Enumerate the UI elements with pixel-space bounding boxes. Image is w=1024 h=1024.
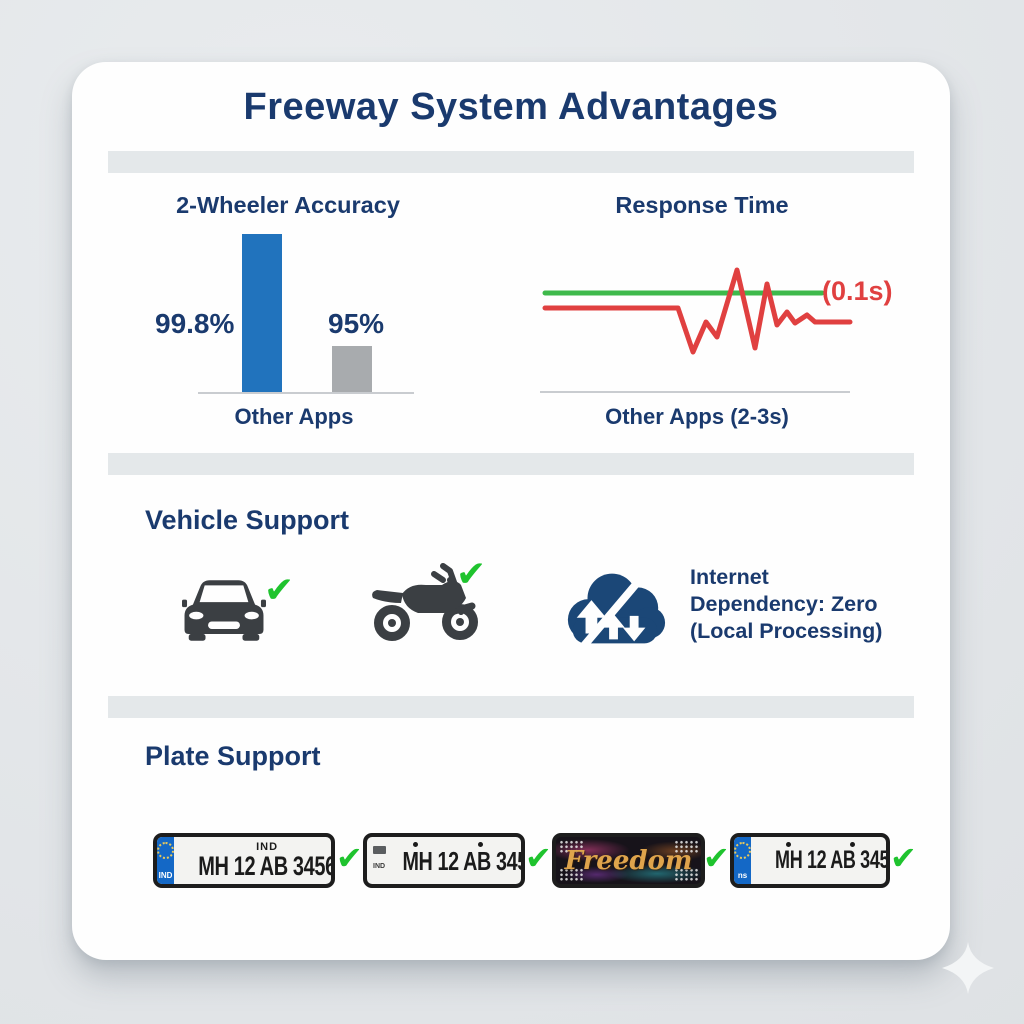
response-axis-line: [540, 391, 850, 393]
accuracy-value-others: 95%: [328, 308, 385, 339]
slash-icon: [578, 566, 652, 652]
eu-stars-icon: [157, 842, 174, 859]
accuracy-chart-title: 2-Wheeler Accuracy: [176, 192, 400, 218]
license-plate-decorative: Freedom: [552, 833, 705, 888]
corner-lace: [674, 840, 698, 853]
plate-check-icon-4: ✔: [890, 840, 917, 876]
plate-top-label: IND: [256, 840, 279, 853]
plate-check-icon-1: ✔: [336, 840, 363, 876]
screw-dot: [413, 842, 419, 847]
note-line-2: Dependency: Zero: [690, 592, 878, 616]
screw-dot: [785, 842, 791, 847]
plate-support-heading: Plate Support: [145, 741, 321, 771]
note-line-3: (Local Processing): [690, 619, 883, 643]
section-divider-2: [108, 453, 914, 475]
car-check-icon: ✔: [264, 569, 295, 610]
response-axis-caption: Other Apps (2-3s): [605, 404, 789, 429]
motorcycle-check-icon: ✔: [456, 553, 487, 594]
license-plate-ind-strip: IND IND MH 12 AB 3456: [153, 833, 335, 888]
corner-lace: [559, 840, 583, 853]
upload-arrow-small-icon: [602, 613, 625, 640]
cloud-offline-icon: [567, 566, 666, 652]
plate-side-label: IND: [373, 863, 386, 870]
response-line-chart: [542, 267, 853, 355]
note-line-1: Internet: [690, 565, 769, 589]
accuracy-bar-others: [332, 346, 372, 393]
vehicle-support-heading: Vehicle Support: [145, 505, 350, 535]
section-divider-3: [108, 696, 914, 718]
motorcycle-icon: [372, 563, 478, 641]
accuracy-value-freeway: 99.8%: [155, 308, 235, 339]
upload-arrow-icon: [576, 600, 607, 634]
corner-lace: [559, 868, 583, 881]
plate-number: MH 12 AB 3456: [198, 850, 335, 881]
response-chart-title: Response Time: [615, 192, 789, 218]
section-divider-1: [108, 151, 914, 173]
strip-label: IND: [158, 871, 173, 880]
screw-dot: [849, 842, 855, 847]
accuracy-axis-caption: Other Apps: [234, 404, 354, 429]
eu-stars-icon: [734, 842, 751, 859]
decorative-plate-text: Freedom: [564, 845, 693, 876]
car-icon: [182, 580, 266, 641]
plate-blue-strip: IND: [157, 837, 174, 884]
plate-sticker: [373, 846, 386, 854]
license-plate-plain: IND MH 12 AB 3456: [363, 833, 525, 888]
corner-lace: [674, 868, 698, 881]
plate-number: MH 12 AB 3456: [775, 846, 890, 874]
plate-check-icon-2: ✔: [525, 840, 552, 876]
license-plate-ind-strip-2: ns MH 12 AB 3456: [730, 833, 890, 888]
plate-check-icon-3: ✔: [703, 840, 730, 876]
download-arrow-icon: [622, 615, 646, 642]
accuracy-bar-freeway: [242, 234, 282, 393]
plate-blue-strip: ns: [734, 837, 751, 884]
plate-side-stack: IND: [373, 846, 386, 870]
sparkle-icon: [942, 942, 994, 994]
advantages-card: Freeway System Advantages 2-Wheeler Accu…: [72, 62, 950, 960]
plate-number: MH 12 AB 3456: [402, 845, 525, 876]
others-response-line: [542, 267, 853, 355]
internet-dependency-note: Internet Dependency: Zero (Local Process…: [690, 564, 882, 645]
response-annotation: (0.1s): [822, 276, 893, 306]
strip-label: ns: [737, 871, 748, 880]
screw-dot: [477, 842, 483, 847]
accuracy-axis-line: [198, 392, 414, 394]
page-title: Freeway System Advantages: [243, 86, 779, 128]
